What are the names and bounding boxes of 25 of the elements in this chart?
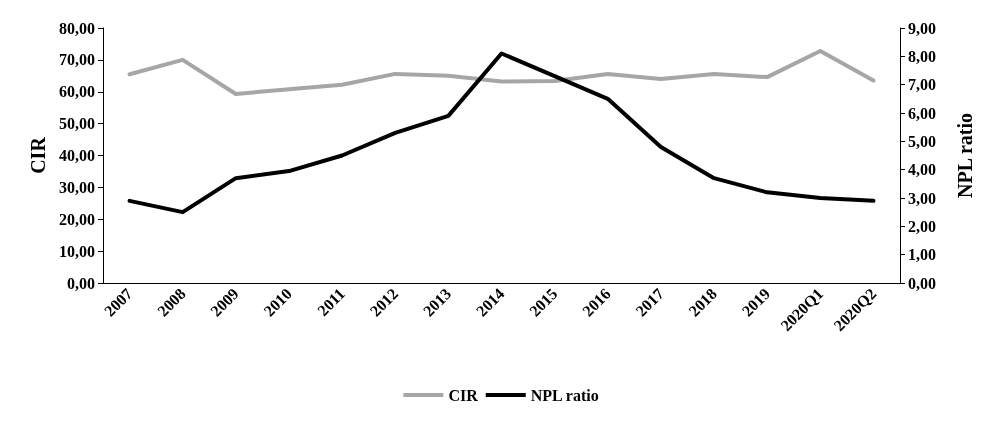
y2-tick-label: 4,00 (908, 161, 936, 179)
y2-axis-title: NPL ratio (954, 113, 976, 198)
line-series (127, 51, 876, 215)
y2-tick-label: 9,00 (908, 19, 936, 37)
y-tick-label: 10,00 (59, 242, 95, 260)
legend-label: NPL ratio (530, 386, 599, 404)
y-tick-label: 0,00 (67, 274, 95, 292)
y-axis-title: CIR (27, 136, 49, 174)
y2-tick-label: 7,00 (908, 76, 936, 94)
y2-tick-label: 6,00 (908, 104, 936, 122)
y2-tick-label: 2,00 (908, 217, 936, 235)
y-tick-label: 80,00 (59, 19, 95, 37)
y-tick-label: 20,00 (59, 210, 95, 228)
y-tick-label: 60,00 (59, 83, 95, 101)
legend-label: CIR (448, 386, 479, 404)
y2-tick-label: 8,00 (908, 47, 936, 65)
y2-tick-label: 1,00 (908, 246, 936, 264)
line-series (127, 48, 876, 96)
y-tick-label: 50,00 (59, 115, 95, 133)
y2-tick-label: 3,00 (908, 189, 936, 207)
y-tick-label: 30,00 (59, 178, 95, 196)
y-tick-label: 40,00 (59, 147, 95, 164)
y2-tick-label: 0,00 (908, 274, 936, 292)
y-tick-label: 70,00 (59, 51, 95, 69)
y2-tick-label: 5,00 (908, 132, 936, 150)
